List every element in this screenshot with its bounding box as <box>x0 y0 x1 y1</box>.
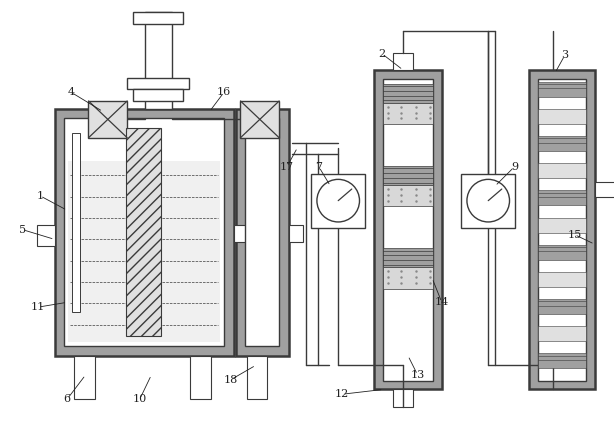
Text: 1: 1 <box>37 191 44 201</box>
Bar <box>383 248 433 267</box>
Text: 13: 13 <box>410 370 425 380</box>
Text: 7: 7 <box>316 162 322 172</box>
Text: 11: 11 <box>31 302 45 312</box>
Bar <box>374 70 442 389</box>
Bar <box>538 78 586 381</box>
Bar <box>538 136 586 151</box>
Bar <box>68 161 220 342</box>
Bar <box>595 182 614 197</box>
Bar <box>88 101 127 138</box>
Bar <box>383 185 433 206</box>
Bar <box>311 174 365 228</box>
Bar <box>236 109 289 355</box>
Bar <box>289 225 303 242</box>
Bar <box>383 103 433 124</box>
Bar <box>190 355 211 399</box>
Text: 6: 6 <box>64 394 71 404</box>
Text: 12: 12 <box>335 389 349 399</box>
Text: 14: 14 <box>435 297 449 307</box>
Bar <box>538 163 586 178</box>
Bar <box>127 78 189 90</box>
Bar <box>461 174 515 228</box>
Text: 18: 18 <box>223 375 238 385</box>
Bar <box>394 389 413 407</box>
Bar <box>383 83 433 103</box>
Circle shape <box>317 179 360 222</box>
Bar <box>133 90 184 101</box>
Bar <box>383 78 433 381</box>
Bar <box>538 245 586 260</box>
Bar <box>241 101 279 138</box>
Bar <box>383 267 433 289</box>
Bar <box>55 109 234 355</box>
Text: 15: 15 <box>567 229 581 239</box>
Bar <box>133 12 184 23</box>
Text: 10: 10 <box>133 394 147 404</box>
Bar <box>72 133 80 312</box>
Bar <box>394 52 413 70</box>
Bar <box>538 217 586 232</box>
Bar <box>538 82 586 97</box>
Text: 9: 9 <box>511 162 518 172</box>
Bar <box>538 272 586 287</box>
Bar <box>538 326 586 341</box>
Circle shape <box>467 179 510 222</box>
Bar <box>538 354 586 368</box>
Bar <box>383 166 433 185</box>
Text: 4: 4 <box>68 87 75 97</box>
Bar <box>529 70 595 389</box>
Bar <box>234 225 248 242</box>
Bar <box>538 191 586 206</box>
Text: 17: 17 <box>280 162 294 172</box>
Bar <box>538 109 586 124</box>
Bar <box>126 128 161 336</box>
Text: 2: 2 <box>378 49 386 59</box>
Bar <box>74 355 95 399</box>
Text: 16: 16 <box>217 87 231 97</box>
Bar <box>64 118 224 346</box>
Bar <box>246 118 279 346</box>
Bar <box>538 299 586 314</box>
Text: 5: 5 <box>19 225 26 235</box>
Bar <box>37 225 55 246</box>
Bar <box>247 355 266 399</box>
Bar <box>145 12 172 109</box>
Text: 3: 3 <box>561 50 568 60</box>
